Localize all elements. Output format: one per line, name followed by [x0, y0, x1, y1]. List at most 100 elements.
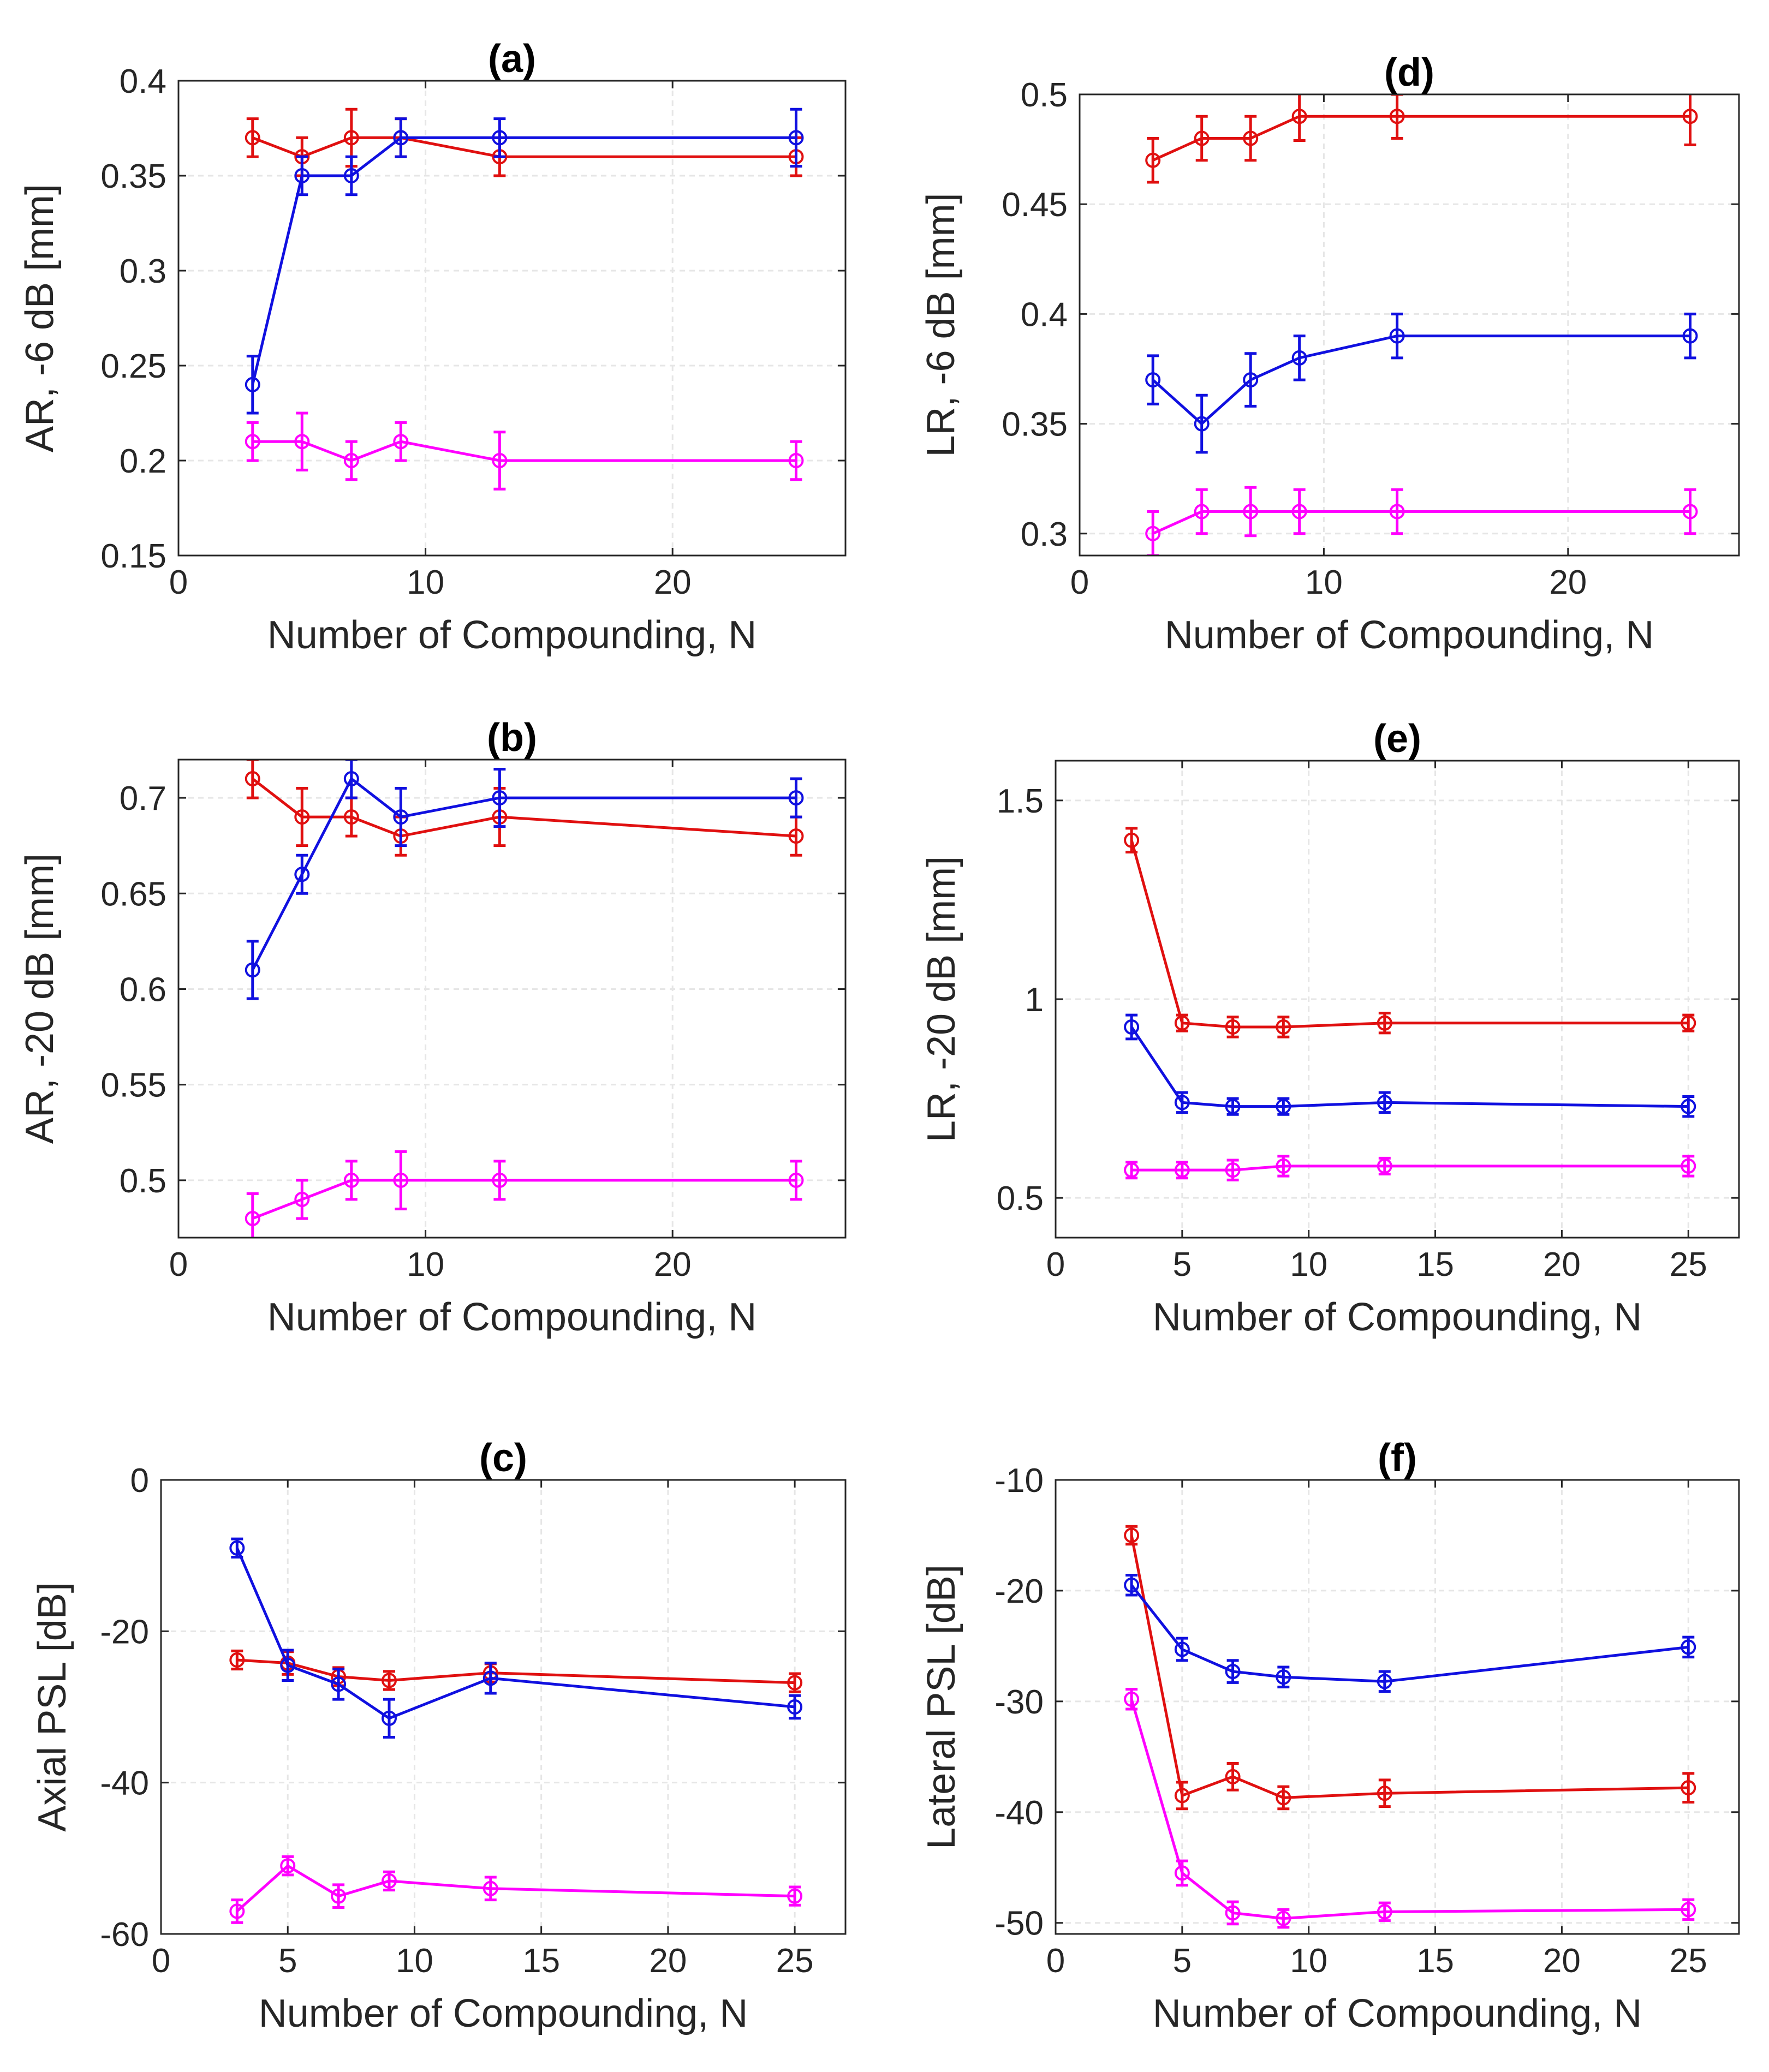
series-line [1131, 1165, 1689, 1172]
data-point [788, 790, 804, 806]
y-tick-label: 1 [1025, 981, 1044, 1019]
data-point [1681, 1158, 1696, 1174]
data-point [245, 377, 260, 392]
data-point [1243, 504, 1259, 520]
data-layer [229, 1537, 803, 1924]
data-point [1681, 1639, 1696, 1655]
data-point [492, 130, 508, 146]
x-tick-label: 0 [1046, 1942, 1065, 1980]
data-point [1276, 1158, 1291, 1174]
data-point [1124, 1162, 1140, 1178]
data-point [393, 130, 409, 146]
x-axis-label: Number of Compounding, N [1153, 1295, 1642, 1339]
data-point [382, 1873, 397, 1889]
x-tick-label: 15 [1416, 1942, 1454, 1980]
plot-area [178, 760, 845, 1238]
data-point [1682, 109, 1698, 124]
x-tick-label: 0 [1046, 1246, 1065, 1283]
data-point [1681, 1780, 1696, 1796]
data-point [382, 1673, 397, 1688]
y-tick-label: 0.2 [120, 443, 166, 480]
series-line [252, 778, 796, 838]
x-tick-label: 10 [407, 1246, 444, 1283]
data-point [393, 809, 409, 825]
data-layer [1145, 94, 1698, 556]
panel-title: (b) [487, 716, 537, 760]
data-point [280, 1657, 296, 1673]
data-point [788, 828, 804, 844]
data-point [1682, 504, 1698, 520]
y-tick-label: 0.55 [100, 1067, 166, 1104]
data-point [1389, 328, 1405, 344]
panel-f: 0 5 10 15 20 25 -50 -40 -30 -20 -10 (f) Number of Co… [920, 1436, 1740, 2035]
y-tick-label: 0.65 [100, 875, 166, 913]
data-point [788, 453, 804, 468]
data-point [1276, 1098, 1291, 1114]
panel-title: (d) [1384, 51, 1434, 94]
data-point [787, 1675, 803, 1691]
axes-box [177, 759, 847, 1239]
data-point [1291, 504, 1307, 520]
x-tick-label: 20 [1549, 564, 1587, 601]
data-point [331, 1676, 347, 1692]
data-point [229, 1652, 245, 1668]
data-layer [245, 108, 804, 491]
data-point [1174, 1641, 1190, 1657]
x-tick-label: 25 [1670, 1942, 1707, 1980]
data-point [492, 1172, 508, 1188]
x-tick-label: 15 [522, 1942, 560, 1980]
x-axis-label: Number of Compounding, N [259, 1992, 748, 2035]
y-tick-label: 0.15 [100, 538, 166, 575]
data-point [1276, 1019, 1291, 1035]
series-line [1130, 1699, 1689, 1920]
panel-title: (c) [479, 1436, 527, 1480]
plot-area [161, 1480, 845, 1934]
y-tick-label: 0.5 [120, 1162, 166, 1200]
series-line [252, 1179, 796, 1220]
y-tick-label: -40 [100, 1765, 149, 1802]
x-tick-label: 10 [407, 564, 444, 601]
x-axis-label: Number of Compounding, N [1165, 613, 1654, 657]
plot-area [178, 81, 845, 556]
y-tick-label: 0.3 [1021, 516, 1068, 553]
x-tick-label: 20 [654, 564, 692, 601]
series-line [1130, 839, 1689, 1029]
x-tick-label: 15 [1416, 1246, 1454, 1283]
data-point [1682, 328, 1698, 344]
data-point [1194, 504, 1210, 520]
series-line [1130, 1534, 1689, 1799]
data-point [343, 453, 359, 468]
x-tick-label: 0 [169, 1246, 188, 1283]
y-axis-label: Axial PSL [dB] [31, 1582, 74, 1832]
data-point [1389, 504, 1405, 520]
data-point [1681, 1902, 1696, 1918]
y-tick-label: -60 [100, 1916, 149, 1954]
series-line [252, 440, 796, 462]
data-point [229, 1903, 245, 1919]
data-point [1194, 416, 1210, 432]
y-tick-label: 0.5 [1021, 76, 1068, 114]
x-tick-label: 10 [1305, 564, 1343, 601]
data-point [483, 1880, 498, 1896]
data-point [343, 130, 359, 146]
y-tick-label: 0.5 [997, 1180, 1044, 1217]
data-point [245, 130, 260, 146]
x-axis-label: Number of Compounding, N [267, 613, 757, 657]
data-point [294, 809, 310, 825]
series-line [1130, 1026, 1689, 1108]
data-point [245, 771, 260, 787]
series-line [1152, 335, 1690, 426]
y-tick-label: 0.25 [100, 348, 166, 385]
y-tick-label: -50 [994, 1905, 1044, 1943]
data-point [294, 168, 310, 183]
data-point [492, 790, 508, 806]
y-axis-label: AR, -20 dB [mm] [18, 853, 62, 1144]
x-tick-label: 20 [1543, 1942, 1581, 1980]
data-point [788, 130, 804, 146]
y-tick-label: -20 [100, 1613, 149, 1651]
data-point [343, 168, 359, 183]
x-tick-label: 0 [1070, 564, 1089, 601]
data-point [1194, 130, 1210, 146]
data-point [1681, 1098, 1696, 1114]
panel-d: 0 10 20 0.3 0.35 0.4 0.45 0.5 (d) Number of Compo… [919, 51, 1740, 657]
